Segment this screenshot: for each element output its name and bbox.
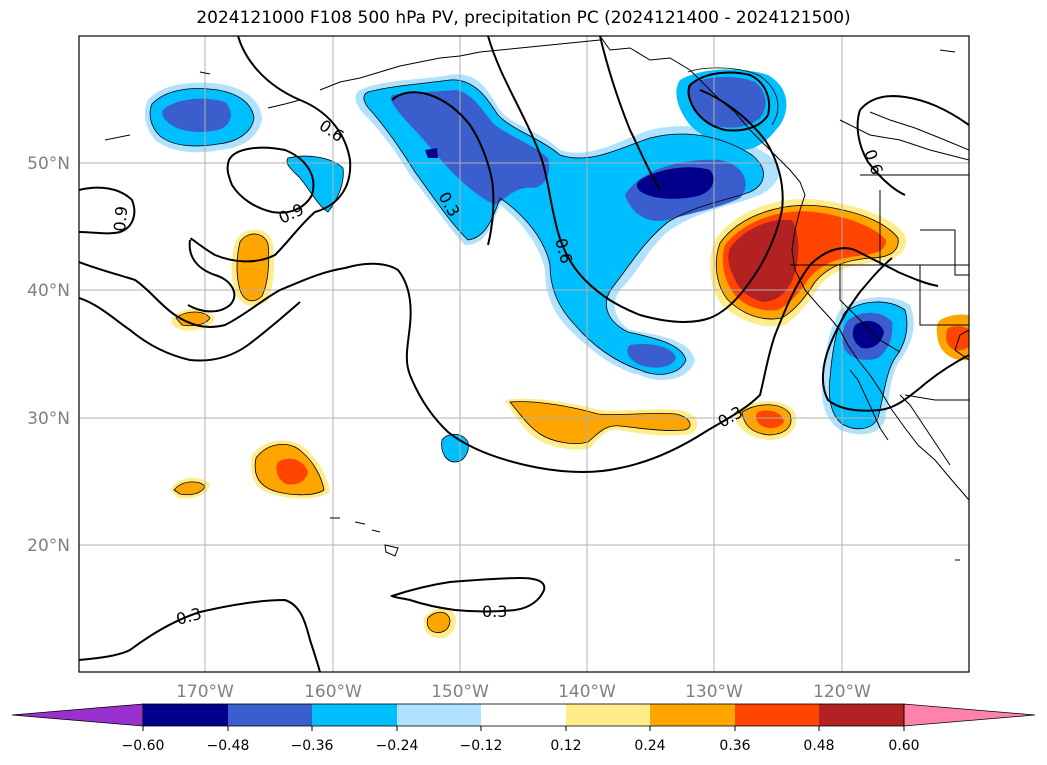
colorbar-tick: 0.36 [719,738,750,754]
positive-precip-anomaly [170,199,969,639]
colorbar-tick: 0.48 [803,738,834,754]
colorbar-extend-low [11,703,144,727]
coastlines [104,36,969,561]
colorbar-tick: −0.24 [376,738,419,754]
colorbar-swatch [481,704,566,726]
lon-label: 130°W [685,682,743,702]
lat-label: 50°N [27,154,70,174]
colorbar: −0.60 −0.48 −0.36 −0.24 −0.12 0.12 0.24 … [11,703,1036,754]
colorbar-tick: −0.12 [460,738,503,754]
colorbar-tick: 0.12 [550,738,581,754]
map-title: 2024121000 F108 500 hPa PV, precipitatio… [196,8,851,28]
map-panel: 0.6 0.9 0.9 0.3 0.6 0.6 0.3 0.3 0.3 [79,36,969,672]
graticule [79,36,969,672]
map-frame [78,35,970,673]
longitude-labels: 170°W 160°W 150°W 140°W 130°W 120°W [176,682,871,702]
colorbar-swatch [566,704,650,726]
colorbar-swatch [397,704,481,726]
pv-contours [79,36,969,672]
colorbar-tick: −0.48 [207,738,250,754]
colorbar-swatch [650,704,735,726]
lon-label: 140°W [558,682,616,702]
colorbar-swatch [819,704,904,726]
colorbar-tick: −0.36 [291,738,334,754]
colorbar-swatch [312,704,397,726]
lon-label: 160°W [304,682,362,702]
colorbar-swatch [735,704,819,726]
colorbar-swatch [143,704,228,726]
lon-label: 150°W [431,682,489,702]
colorbar-tick: 0.60 [888,738,919,754]
latitude-labels: 50°N 40°N 30°N 20°N [27,154,70,556]
lon-label: 170°W [176,682,234,702]
colorbar-tick: 0.24 [634,738,665,754]
lat-label: 20°N [27,536,70,556]
colorbar-extend-high [903,703,1036,727]
pv-label: 0.9 [110,205,131,232]
lat-label: 30°N [27,409,70,429]
lat-label: 40°N [27,281,70,301]
pv-label: 0.3 [482,602,507,621]
colorbar-tick: −0.60 [122,738,165,754]
negative-precip-anomaly [144,69,914,462]
colorbar-swatch [228,704,312,726]
lon-label: 120°W [813,682,871,702]
